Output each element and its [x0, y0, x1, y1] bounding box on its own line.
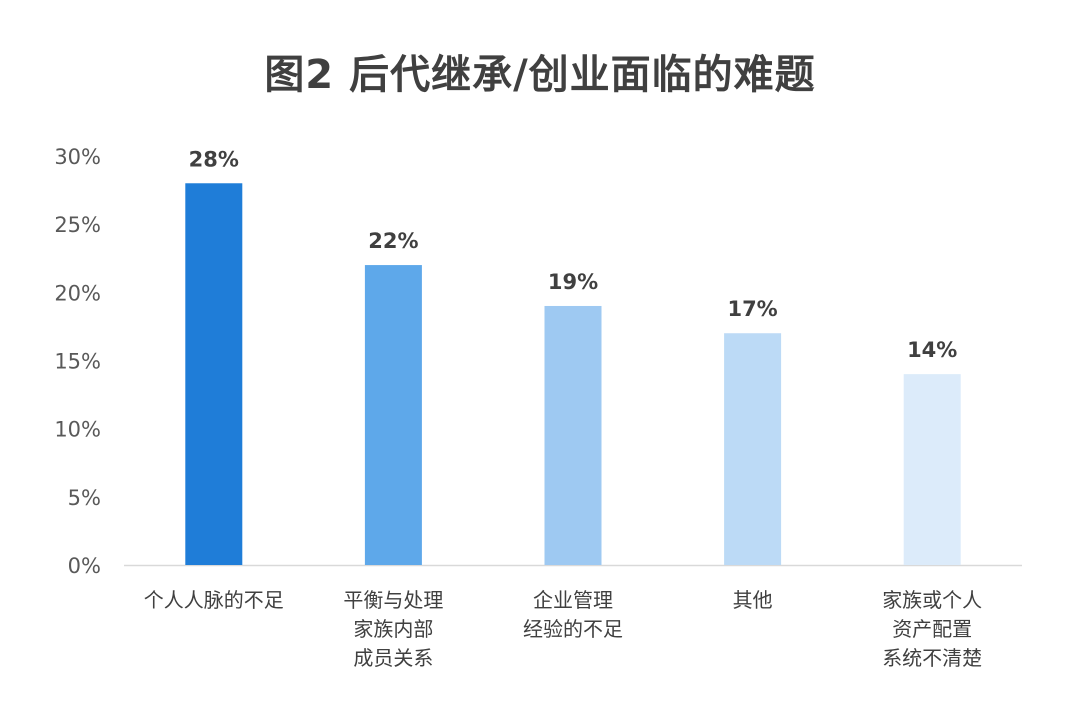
y-tick-label: 30% — [54, 145, 101, 169]
data-label: 28% — [189, 147, 239, 171]
category-label: 系统不清楚 — [882, 646, 982, 670]
category-label: 个人人脉的不足 — [144, 588, 284, 612]
bar — [185, 183, 243, 565]
bar — [364, 265, 422, 565]
y-tick-label: 10% — [54, 418, 101, 442]
y-tick-label: 5% — [68, 486, 101, 510]
category-label: 家族内部 — [353, 617, 433, 641]
data-label: 22% — [368, 229, 418, 253]
y-tick-label: 0% — [68, 554, 101, 578]
category-label: 家族或个人 — [882, 588, 982, 612]
category-label: 企业管理 — [533, 588, 613, 612]
category-label: 其他 — [733, 588, 773, 612]
data-label: 14% — [907, 338, 957, 362]
data-label: 17% — [727, 297, 777, 321]
bar — [724, 333, 782, 565]
data-label: 19% — [548, 270, 598, 294]
y-tick-label: 25% — [54, 213, 101, 237]
y-tick-label: 15% — [54, 350, 101, 374]
category-label: 经验的不足 — [523, 617, 623, 641]
category-label: 资产配置 — [892, 617, 972, 641]
chart-title: 图2 后代继承/创业面临的难题 — [264, 52, 816, 98]
bar — [903, 374, 961, 565]
category-label: 平衡与处理 — [343, 588, 443, 612]
bar — [544, 305, 602, 565]
y-tick-label: 20% — [54, 281, 101, 305]
category-label: 成员关系 — [353, 646, 433, 670]
